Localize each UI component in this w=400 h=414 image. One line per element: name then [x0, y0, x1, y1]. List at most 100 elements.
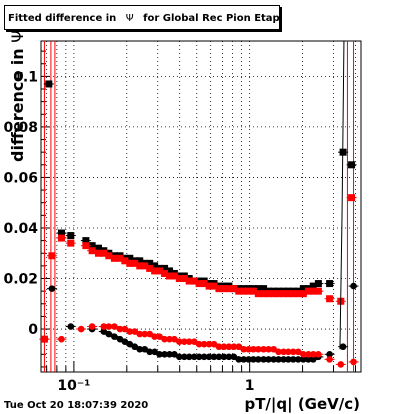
data-point	[105, 330, 113, 338]
data-point	[121, 325, 129, 333]
chart-title: Fitted difference in Ψ for Global Rec Pi…	[4, 5, 280, 30]
data-point	[146, 264, 154, 272]
y-tick-label: 0	[28, 322, 38, 338]
data-point	[255, 345, 262, 353]
data-point	[111, 323, 118, 330]
data-point	[326, 356, 333, 363]
data-point	[264, 290, 272, 298]
data-point	[195, 280, 203, 288]
title-prefix: Fitted difference in	[8, 13, 117, 24]
data-point	[170, 272, 178, 280]
data-point	[249, 287, 257, 295]
data-point	[309, 351, 317, 358]
data-point	[314, 287, 322, 295]
data-point	[309, 356, 317, 363]
y-axis-label: difference in Ψ	[8, 30, 27, 162]
data-point	[326, 351, 333, 358]
data-point	[300, 356, 307, 363]
data-point	[88, 323, 96, 330]
data-point	[294, 348, 302, 356]
data-point	[161, 269, 169, 277]
data-point	[235, 343, 243, 351]
data-point	[100, 249, 108, 257]
data-point	[265, 356, 272, 363]
data-point	[350, 282, 357, 290]
y-tick-label: 0.1	[13, 69, 38, 85]
data-point	[141, 262, 149, 270]
data-point	[255, 356, 262, 363]
data-point	[175, 275, 183, 283]
data-point	[275, 348, 282, 356]
data-point	[230, 353, 238, 361]
date-stamp: Tue Oct 20 18:07:39 2020	[4, 400, 149, 411]
data-point	[110, 254, 118, 262]
data-point	[67, 239, 75, 247]
data-point	[151, 262, 159, 270]
data-point	[121, 257, 129, 265]
data-point	[131, 259, 139, 267]
y-tick-label: 0.02	[3, 272, 38, 288]
data-point	[185, 353, 193, 361]
data-point	[339, 343, 347, 351]
title-suffix: for Global Rec Pion EtapT	[143, 13, 280, 24]
data-point	[350, 358, 357, 366]
data-point	[48, 285, 56, 292]
series-curve	[339, 40, 345, 350]
plot-frame	[40, 40, 362, 373]
data-point	[88, 247, 96, 255]
data-point	[289, 290, 297, 298]
data-point	[190, 277, 198, 285]
y-tick-label: 0.08	[3, 120, 38, 136]
data-point	[58, 335, 65, 343]
data-point	[126, 254, 134, 262]
data-point	[230, 285, 238, 293]
data-point	[200, 280, 208, 288]
data-point	[326, 280, 334, 288]
data-point	[195, 340, 203, 348]
y-tick-label: 0.04	[3, 221, 38, 237]
data-point	[190, 338, 198, 345]
data-point	[161, 264, 169, 272]
data-point	[314, 280, 322, 288]
data-point	[176, 353, 183, 361]
data-point	[126, 340, 134, 348]
data-point	[67, 232, 75, 240]
data-point	[146, 259, 154, 267]
y-axis-psi: Ψ	[8, 30, 27, 43]
data-point	[131, 343, 139, 351]
data-point	[57, 234, 65, 242]
data-point	[166, 267, 174, 275]
data-point	[195, 353, 203, 361]
data-point	[156, 267, 164, 275]
data-point	[270, 345, 277, 353]
data-point	[141, 345, 149, 353]
data-point	[210, 282, 218, 290]
data-point	[315, 351, 322, 358]
data-point	[105, 252, 113, 260]
data-point	[67, 323, 75, 330]
data-point	[289, 356, 297, 363]
data-point	[82, 242, 90, 250]
data-point	[121, 338, 129, 345]
data-point	[136, 257, 144, 265]
data-point	[309, 282, 317, 290]
data-point	[94, 249, 102, 257]
data-point	[299, 290, 307, 298]
x-axis-label: pT/|q| (GeV/c)	[244, 395, 360, 413]
data-point	[300, 351, 307, 358]
data-point	[171, 351, 178, 358]
data-point	[82, 237, 90, 245]
data-point	[57, 229, 65, 237]
data-point	[116, 254, 124, 262]
data-point	[88, 242, 96, 250]
data-point	[151, 348, 158, 356]
data-point	[210, 340, 218, 348]
data-point	[348, 194, 356, 202]
data-point	[299, 285, 307, 293]
data-point	[41, 335, 48, 343]
data-point	[275, 356, 282, 363]
data-point	[48, 252, 56, 260]
data-point	[156, 351, 163, 358]
data-point	[156, 333, 163, 340]
data-point	[116, 335, 124, 343]
